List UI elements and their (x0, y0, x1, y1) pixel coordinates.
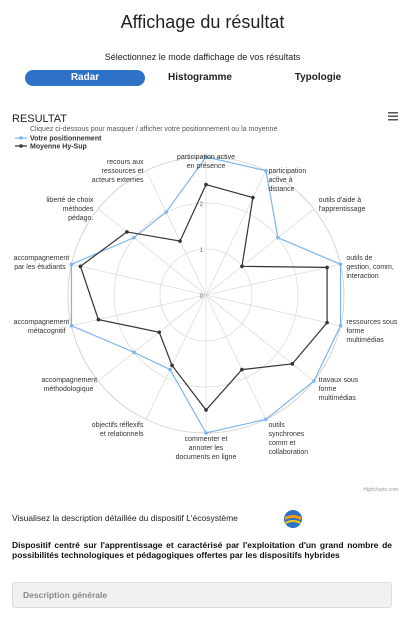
radial-tick-label: 1 (200, 248, 204, 254)
series-point (240, 264, 244, 269)
series-point (204, 182, 208, 187)
radial-tick-label: 0 (200, 294, 204, 300)
series-point (204, 431, 208, 435)
spoke (205, 208, 315, 296)
chart-subtitle: Cliquez ci-dessous pour masquer / affich… (30, 126, 277, 133)
series-point (204, 408, 208, 412)
legend-label: Votre positionnement (30, 136, 102, 143)
axis-label: commenter et annoter les documents en li… (175, 436, 237, 461)
axis-label: outils de gestion, comm, interaction (346, 254, 394, 280)
axis-label: accompagnement méthodologique (41, 376, 98, 393)
series-point (96, 317, 101, 322)
spoke (145, 170, 207, 296)
series-point (69, 262, 74, 267)
spoke (205, 294, 341, 327)
series-point (164, 210, 168, 214)
series-point (276, 235, 280, 240)
spoke (97, 208, 207, 296)
series-line (79, 183, 328, 411)
tab-histogram[interactable]: Histogramme (168, 72, 232, 83)
series-point (312, 379, 316, 383)
series-point (251, 195, 255, 200)
chart: RESULTAT Cliquez ci-dessous pour masquer… (12, 112, 398, 493)
menu-icon[interactable] (388, 112, 398, 121)
series-point (290, 362, 295, 366)
series-point (338, 262, 343, 267)
axis-label: objectifs réflexifs et relationnels (91, 421, 144, 438)
spoke (71, 263, 207, 296)
series-point (325, 320, 329, 325)
axis-label: accompagnement métacognitif (13, 319, 70, 336)
spoke (71, 294, 207, 327)
ecosystem-icon (284, 510, 302, 528)
spoke (205, 294, 267, 420)
axis-label: ressources sous forme multimédias (346, 319, 398, 345)
axis-label: travaux sous forme multimédias (318, 376, 359, 402)
description-summary: Dispositif centré sur l'apprentissage et… (12, 540, 392, 560)
series-point (132, 350, 136, 355)
axis-label: outils d'aide à l'apprentissage (318, 197, 366, 214)
page-subtitle: Sélectionnez le mode daffichage de vos r… (104, 52, 301, 62)
legend-marker (19, 144, 23, 148)
spoke (145, 294, 207, 420)
credit: Highcharts.com (363, 487, 398, 493)
series-point (264, 417, 268, 422)
series-point (204, 155, 208, 159)
description-section[interactable]: Description générale (12, 582, 392, 608)
axis-label: accompagnement par les étudiants (13, 254, 70, 271)
spoke (205, 294, 315, 382)
series-point (125, 230, 129, 234)
description-link[interactable]: Visualisez la description détaillée du d… (12, 513, 238, 523)
series-point (240, 367, 244, 372)
tab-typology[interactable]: Typologie (294, 72, 342, 83)
legend-label: Moyenne Hy-Sup (30, 144, 87, 151)
spoke (97, 294, 207, 382)
radial-tick-label: 2 (200, 202, 204, 208)
series-point (69, 323, 74, 328)
series-point (178, 239, 182, 243)
series-point (170, 363, 174, 368)
page-title: Affichage du résultat (120, 12, 285, 32)
spoke (205, 170, 267, 296)
tab-radar[interactable]: Radar (25, 70, 145, 86)
chart-title: RESULTAT (12, 113, 67, 125)
series-point (338, 323, 343, 328)
series-point (264, 168, 268, 173)
spoke (205, 263, 341, 296)
series-point (168, 367, 172, 372)
legend-marker (19, 136, 23, 140)
series-point (157, 330, 162, 335)
series-point (78, 264, 83, 269)
axis-label: outils synchrones comm et collaboration (268, 421, 309, 456)
axis-label: recours aux ressources et acteurs extern… (91, 159, 144, 185)
axis-label: liberté de choix méthodes pédago. (46, 197, 94, 223)
axis-label: participation active à distance (268, 168, 307, 194)
series-point (325, 265, 329, 270)
axis-label: participation active en présence (177, 154, 235, 170)
series-point (132, 235, 136, 240)
